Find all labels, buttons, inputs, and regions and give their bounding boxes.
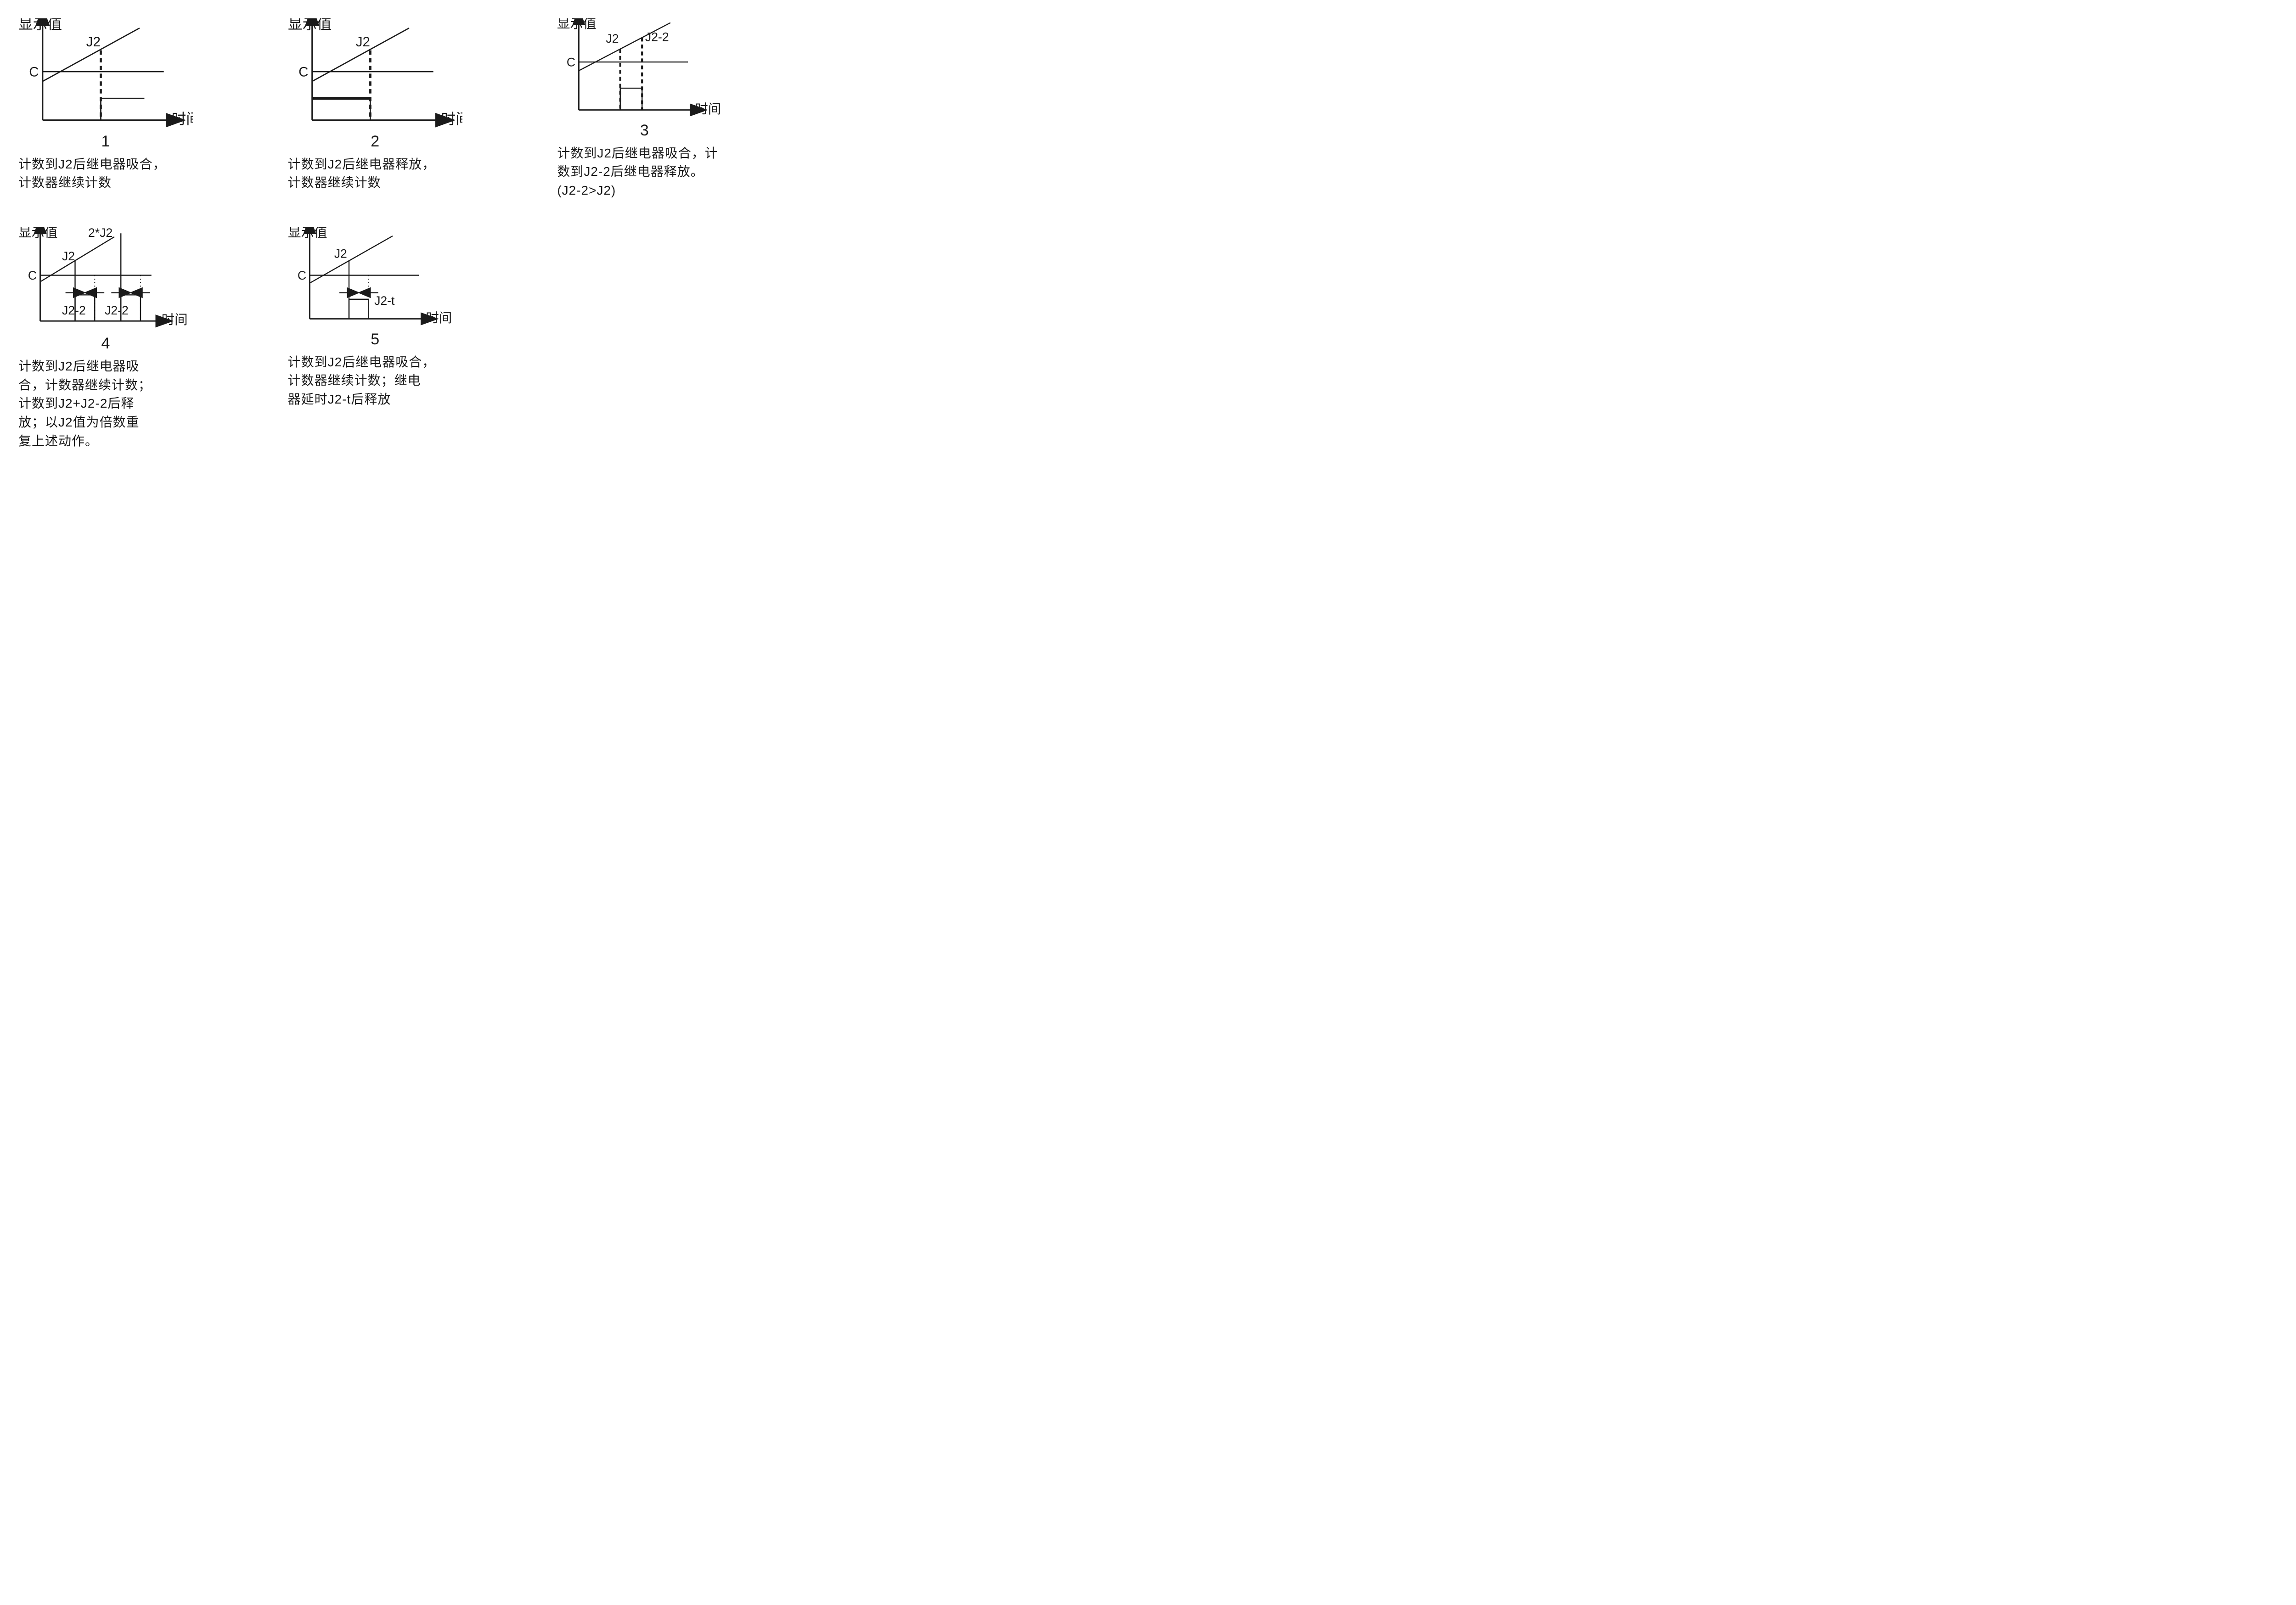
c-label: C bbox=[567, 56, 575, 69]
j2-label: J2 bbox=[334, 247, 347, 261]
xlabel: 时间 bbox=[441, 111, 462, 127]
c-label: C bbox=[298, 269, 306, 282]
panel-caption-5: 计数到J2后继电器吸合， 计数器继续计数；继电 器延时J2-t后释放 bbox=[288, 353, 436, 409]
xlabel: 时间 bbox=[426, 311, 452, 325]
xlabel: 时间 bbox=[695, 102, 721, 117]
panel-caption-1: 计数到J2后继电器吸合， 计数器继续计数 bbox=[18, 155, 166, 192]
ylabel: 显示值 bbox=[288, 227, 327, 240]
ylabel: 显示值 bbox=[288, 18, 332, 32]
top-label: 2*J2 bbox=[88, 227, 113, 240]
j2-label: J2 bbox=[355, 34, 370, 50]
span-label: J2-t bbox=[374, 294, 395, 308]
chart-4: 显示值 C 2*J2 J2 J2-2 J2-2 时间 bbox=[18, 227, 193, 332]
span2-label: J2-2 bbox=[105, 303, 129, 317]
panel-5: 显示值 C J2 J2-t 时间 5 计数到J2后继电器吸合， 计数器继续计数；… bbox=[288, 227, 530, 450]
span1-label: J2-2 bbox=[62, 303, 86, 317]
chart-2: 显示值 C J2 时间 bbox=[288, 18, 462, 130]
panel-number-5: 5 bbox=[288, 331, 462, 348]
j22-label: J2-2 bbox=[645, 30, 669, 44]
panel-2: 显示值 C J2 时间 2 计数到J2后继电器释放， 计数器继续计数 bbox=[288, 18, 530, 200]
xlabel: 时间 bbox=[162, 313, 188, 327]
panel-number-1: 1 bbox=[18, 133, 193, 151]
panel-caption-3: 计数到J2后继电器吸合，计 数到J2-2后继电器释放。 (J2-2>J2) bbox=[557, 144, 718, 200]
panel-3: 显示值 C J2 J2-2 时间 3 计数到J2后继电器吸合，计 数到J2-2后… bbox=[557, 18, 799, 200]
j2-label: J2 bbox=[606, 32, 619, 45]
panel-number-3: 3 bbox=[557, 122, 732, 140]
j2-label: J2 bbox=[86, 34, 101, 50]
panel-number-2: 2 bbox=[288, 133, 462, 151]
xlabel: 时间 bbox=[172, 111, 193, 127]
c-label: C bbox=[28, 269, 37, 282]
chart-3: 显示值 C J2 J2-2 时间 bbox=[557, 18, 732, 119]
ylabel: 显示值 bbox=[18, 227, 58, 240]
chart-5: 显示值 C J2 J2-t 时间 bbox=[288, 227, 462, 328]
panel-caption-2: 计数到J2后继电器释放， 计数器继续计数 bbox=[288, 155, 436, 192]
panel-4: 显示值 C 2*J2 J2 J2-2 J2-2 时间 4 计数到J2后继电器吸 … bbox=[18, 227, 260, 450]
j2-label: J2 bbox=[62, 249, 75, 263]
chart-1: 显示值 C J2 时间 bbox=[18, 18, 193, 130]
c-label: C bbox=[298, 65, 308, 80]
panel-caption-4: 计数到J2后继电器吸 合，计数器继续计数； 计数到J2+J2-2后释 放；以J2… bbox=[18, 357, 152, 450]
ylabel: 显示值 bbox=[18, 18, 62, 32]
ylabel: 显示值 bbox=[557, 18, 597, 31]
panel-1: 显示值 C J2 时间 1 计数到J2后继电器吸合， 计数器继续计数 bbox=[18, 18, 260, 200]
panel-number-4: 4 bbox=[18, 335, 193, 353]
c-label: C bbox=[29, 65, 39, 80]
panels-grid: 显示值 C J2 时间 1 计数到J2后继电器吸合， 计数器继续计数 显示值 C bbox=[18, 18, 799, 450]
